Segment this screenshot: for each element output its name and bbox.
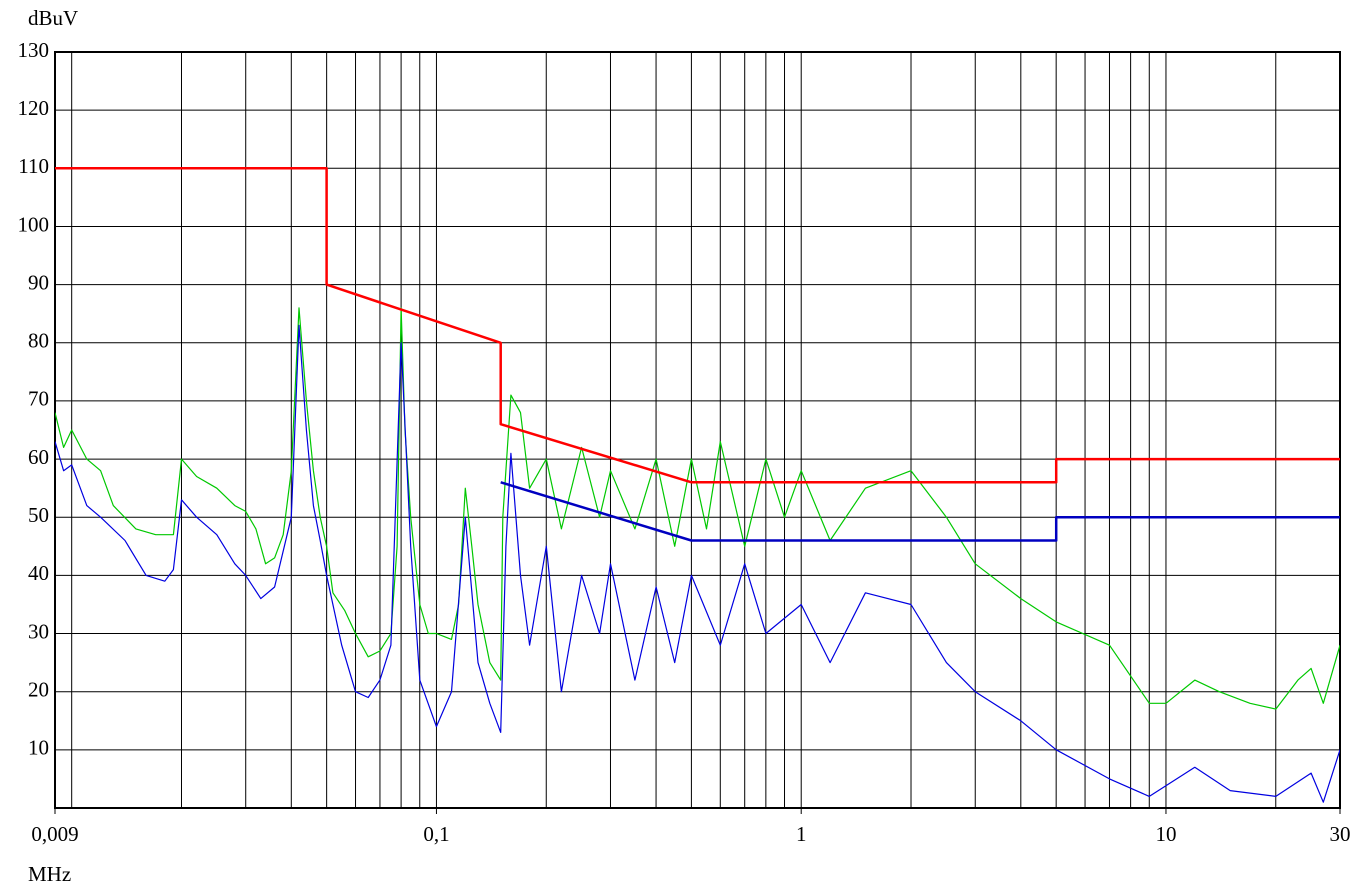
y-tick-label: 10 (28, 736, 49, 760)
y-axis-label: dBuV (28, 6, 78, 30)
y-tick-label: 30 (28, 619, 49, 643)
x-tick-label: 10 (1155, 822, 1176, 846)
y-tick-label: 80 (28, 329, 49, 353)
x-tick-label: 0,009 (31, 822, 78, 846)
y-tick-label: 50 (28, 503, 49, 527)
y-tick-label: 70 (28, 387, 49, 411)
x-tick-label: 1 (796, 822, 807, 846)
y-tick-label: 130 (18, 38, 50, 62)
y-tick-label: 60 (28, 445, 49, 469)
x-tick-label: 30 (1330, 822, 1351, 846)
y-tick-label: 100 (18, 212, 50, 236)
y-tick-label: 110 (18, 154, 49, 178)
series-line (55, 167, 1340, 484)
plot-frame (54, 51, 1341, 809)
x-axis-label: MHz (28, 862, 71, 886)
x-tick-label: 0,1 (423, 822, 449, 846)
series-line (55, 307, 1340, 710)
series-line (55, 324, 1340, 803)
y-tick-label: 90 (28, 270, 49, 294)
y-tick-label: 40 (28, 561, 49, 585)
y-tick-label: 120 (18, 96, 50, 120)
series-line (500, 481, 1340, 542)
y-tick-label: 20 (28, 678, 49, 702)
